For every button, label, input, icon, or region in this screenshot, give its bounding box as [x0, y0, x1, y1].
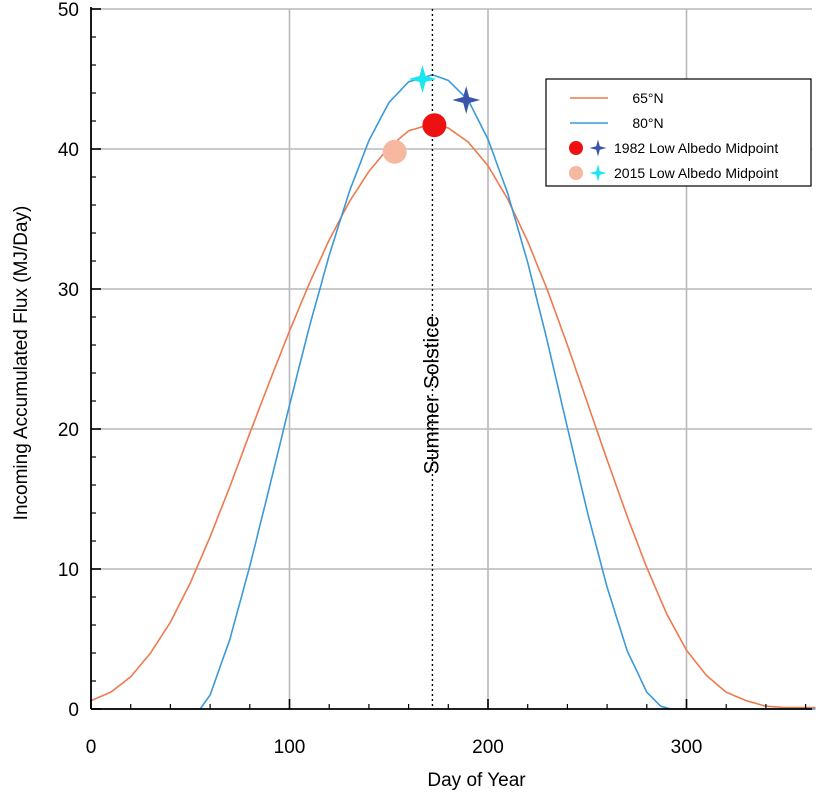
legend: 65°N 80°N 1982 Low Albedo Midpoint 2015 Low… — [545, 78, 812, 187]
y-tick-label-40: 40 — [58, 140, 79, 161]
y-axis-title: Incoming Accumulated Flux (MJ/Day) — [11, 206, 32, 521]
x-tick-label-100: 100 — [274, 737, 306, 758]
y-tick-label-0: 0 — [68, 700, 79, 721]
axes — [90, 7, 812, 710]
midpoint-star-marker-3 — [408, 65, 437, 93]
legend-circle-swatch-1 — [569, 166, 583, 180]
legend-label-line-0: 65°N — [632, 90, 663, 106]
y-tick-label-20: 20 — [58, 420, 79, 441]
midpoint-markers — [382, 65, 481, 164]
midpoint-circle-marker-0 — [422, 113, 447, 138]
legend-label-line-1: 80°N — [632, 115, 663, 131]
legend-star-swatch-1 — [589, 164, 607, 182]
legend-circle-swatch-0 — [569, 141, 583, 155]
y-tick-label-10: 10 — [58, 560, 79, 581]
legend-box — [545, 78, 812, 187]
tick-labels: 0 10 20 30 40 50 0 100 200 300 — [58, 0, 702, 758]
x-tick-label-0: 0 — [86, 737, 97, 758]
series-line-65n — [90, 122, 816, 709]
x-tick-label-300: 300 — [671, 737, 703, 758]
x-tick-label-200: 200 — [472, 737, 504, 758]
y-tick-label-30: 30 — [58, 280, 79, 301]
legend-label-marker-1: 2015 Low Albedo Midpoint — [614, 165, 778, 181]
legend-label-marker-0: 1982 Low Albedo Midpoint — [614, 140, 778, 156]
x-axis-title: Day of Year — [427, 770, 526, 791]
y-tick-label-50: 50 — [58, 0, 79, 21]
axis-titles: Day of Year Incoming Accumulated Flux (M… — [11, 206, 526, 791]
midpoint-circle-marker-2 — [382, 139, 407, 164]
legend-star-swatch-0 — [589, 139, 607, 157]
summer-solstice-label: Summer Solstice — [420, 316, 443, 475]
midpoint-star-marker-1 — [452, 86, 481, 114]
